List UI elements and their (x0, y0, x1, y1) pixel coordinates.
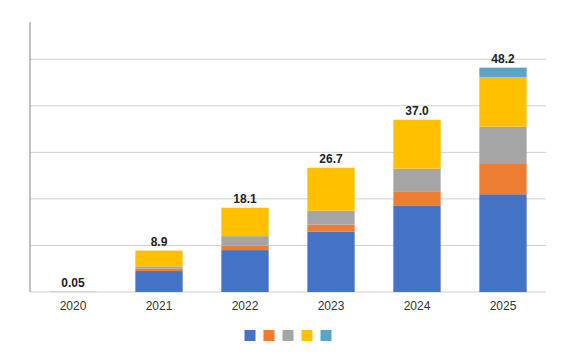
legend-swatch (264, 330, 275, 341)
bar-segment (221, 208, 268, 236)
bar-segment (393, 206, 440, 292)
grid-line (30, 292, 546, 293)
bar-segment (479, 164, 526, 194)
x-tick-label: 2024 (404, 299, 431, 313)
legend-swatch (321, 330, 332, 341)
x-tick-label: 2023 (318, 299, 345, 313)
grid-line (30, 152, 546, 153)
bar-segment (393, 169, 440, 192)
bar-segment (135, 251, 182, 267)
grid-line (30, 245, 546, 246)
chart: 0.058.918.126.737.048.220202021202220232… (0, 0, 566, 356)
legend (245, 330, 332, 341)
bar-segment (307, 211, 354, 225)
bar-segment (49, 291, 96, 292)
x-tick-label: 2025 (490, 299, 517, 313)
total-label: 26.7 (319, 152, 343, 166)
total-label: 48.2 (491, 52, 515, 66)
bar-segment (49, 291, 96, 292)
x-tick-label: 2021 (146, 299, 173, 313)
bar-segment (221, 236, 268, 245)
bar-segment (479, 194, 526, 292)
bar-segment (49, 291, 96, 292)
total-labels: 0.05 8.9 18.1 26.7 37.0 48.2 (61, 52, 515, 290)
y-axis-line (30, 22, 31, 292)
grid-line (30, 105, 546, 106)
bar-segment (135, 266, 182, 268)
grid-line (30, 198, 546, 199)
bar-segment (49, 291, 96, 292)
bar-segment (135, 271, 182, 292)
grid-line (30, 59, 546, 60)
total-label: 0.05 (61, 276, 85, 290)
bar-segment (221, 207, 268, 208)
bar-segment (307, 168, 354, 211)
bar-segment (135, 250, 182, 251)
bar-segment (393, 119, 440, 120)
bar-segment (221, 245, 268, 250)
bar-segment (479, 127, 526, 164)
x-tick-label: 2022 (232, 299, 259, 313)
bar-segment (393, 120, 440, 169)
bar-segment (221, 250, 268, 292)
total-label: 8.9 (151, 235, 168, 249)
grid (30, 59, 546, 292)
total-label: 18.1 (233, 192, 257, 206)
bar-segment (479, 68, 526, 77)
bar-segment (307, 225, 354, 232)
bar-segment (479, 77, 526, 127)
legend-swatch (283, 330, 294, 341)
legend-swatch (245, 330, 256, 341)
bars (49, 68, 526, 292)
bar-segment (135, 269, 182, 271)
x-axis: 2020 2021 2022 2023 2024 2025 (60, 299, 517, 313)
total-label: 37.0 (405, 104, 429, 118)
x-tick-label: 2020 (60, 299, 87, 313)
bar-segment (49, 291, 96, 292)
bar-segment (307, 167, 354, 168)
bar-segment (307, 231, 354, 292)
bar-segment (393, 192, 440, 206)
legend-swatch (302, 330, 313, 341)
